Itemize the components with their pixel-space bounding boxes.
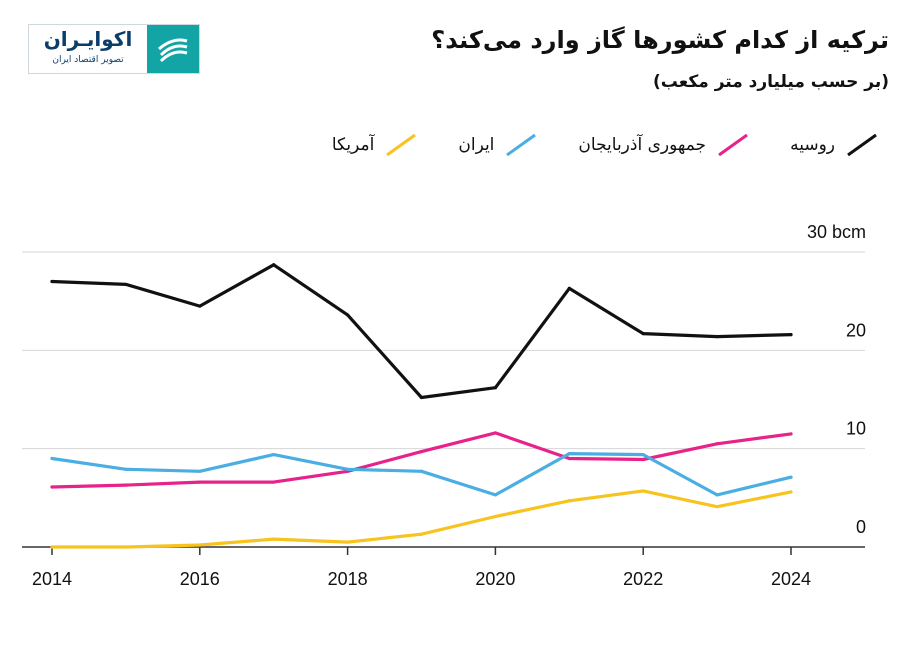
series-point-2 (789, 475, 793, 479)
legend-label-russia: روسیه (790, 135, 835, 155)
series-point-3 (641, 489, 645, 493)
series-line-3 (50, 489, 793, 549)
x-tick-label: 2014 (32, 569, 72, 589)
legend-label-usa: آمریکا (331, 135, 375, 155)
legend-item-russia: روسیه (790, 132, 879, 158)
legend-item-azerbaijan: جمهوری آذربایجان (578, 132, 750, 158)
legend: روسیه جمهوری آذربایجان ایران آمریکا (332, 132, 879, 158)
series-point-3 (198, 543, 202, 547)
series-point-0 (715, 334, 719, 339)
series-point-1 (715, 442, 719, 446)
series-line-1 (50, 431, 793, 489)
series-point-2 (715, 493, 719, 497)
logo-tagline: تصویر اقتصاد ایران (52, 55, 124, 65)
series-point-2 (493, 493, 497, 497)
series-point-1 (272, 480, 276, 484)
series-point-2 (419, 469, 424, 473)
y-tick-label: 20 (846, 320, 866, 340)
series-point-2 (124, 467, 128, 471)
chart-subtitle: (بر حسب میلیارد متر مکعب) (653, 72, 889, 92)
legend-swatch-usa-icon (386, 133, 417, 157)
logo-name: اکوایـران (43, 27, 133, 51)
logo-mark-icon (147, 25, 199, 73)
y-tick-label: 30 bcm (807, 222, 866, 242)
series-point-3 (124, 545, 128, 549)
series-point-2 (567, 451, 571, 456)
legend-label-iran: ایران (458, 135, 495, 155)
x-tick-label: 2016 (180, 569, 220, 589)
legend-swatch-azerbaijan-icon (718, 133, 748, 157)
x-tick-label: 2024 (771, 569, 811, 589)
legend-item-usa: آمریکا (332, 132, 419, 158)
series-point-0 (789, 333, 793, 337)
series-point-1 (419, 450, 424, 454)
series-point-1 (124, 483, 128, 487)
x-tick-label: 2018 (328, 569, 368, 589)
series-line-2 (50, 452, 793, 497)
series-point-0 (198, 304, 202, 308)
series-point-1 (198, 480, 202, 484)
logo: اکوایـران تصویر اقتصاد ایران (28, 24, 200, 74)
series-point-0 (567, 286, 571, 290)
x-tick-label: 2022 (623, 569, 663, 589)
series-point-3 (419, 532, 424, 536)
chart-title: ترکیه از کدام کشورها گاز وارد می‌کند؟ (431, 26, 889, 54)
series-point-1 (567, 456, 571, 461)
series-line-0 (50, 263, 793, 400)
series-point-0 (346, 313, 350, 317)
series-point-1 (641, 457, 645, 462)
series-point-1 (789, 432, 793, 436)
series-point-2 (50, 456, 54, 461)
series-point-0 (50, 279, 54, 284)
series-point-2 (641, 452, 645, 457)
series-point-1 (493, 431, 497, 435)
y-tick-label: 0 (856, 517, 866, 537)
legend-label-azerbaijan: جمهوری آذربایجان (578, 135, 707, 155)
y-tick-label: 10 (846, 419, 866, 439)
legend-swatch-russia-icon (847, 133, 877, 157)
series-point-3 (493, 514, 497, 519)
x-tick-label: 2020 (475, 569, 515, 589)
series-point-1 (50, 485, 54, 489)
series-point-3 (272, 537, 276, 541)
series-point-0 (493, 386, 497, 390)
series-point-3 (789, 490, 793, 494)
series-point-0 (272, 263, 276, 267)
legend-swatch-iran-icon (506, 133, 537, 157)
series-point-2 (346, 467, 350, 471)
series-point-3 (50, 545, 54, 549)
series-point-0 (641, 332, 645, 336)
series-point-3 (715, 505, 719, 509)
series-point-3 (567, 499, 571, 503)
series-point-3 (346, 540, 350, 544)
series-point-0 (419, 395, 424, 400)
series-point-2 (198, 469, 202, 473)
legend-item-iran: ایران (458, 132, 538, 158)
series-point-2 (272, 452, 276, 457)
series-point-0 (124, 282, 128, 287)
